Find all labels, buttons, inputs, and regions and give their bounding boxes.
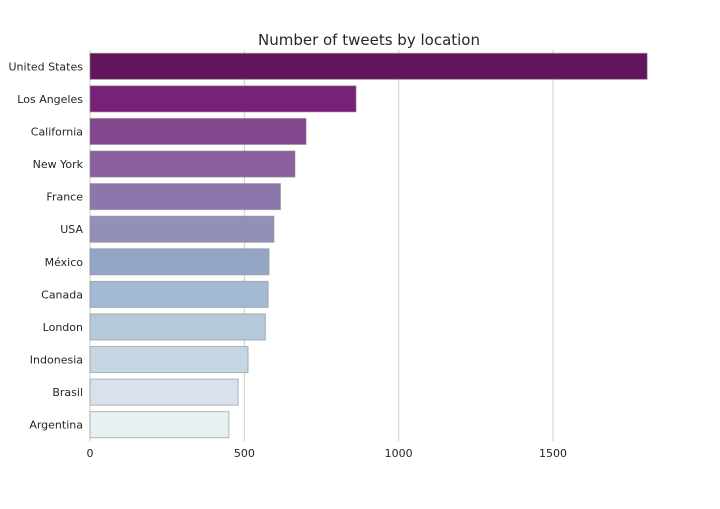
bar <box>89 52 648 80</box>
category-label: France <box>46 191 83 204</box>
category-label: USA <box>60 223 83 236</box>
bar <box>89 411 230 439</box>
bar <box>89 85 357 113</box>
x-tick-label: 500 <box>234 447 255 460</box>
category-label: Brasil <box>52 386 83 399</box>
category-labels: United States Los Angeles California New Yo… <box>9 60 84 431</box>
bar <box>89 117 307 145</box>
x-tick-label: 1000 <box>385 447 413 460</box>
chart-title: Number of tweets by location <box>258 31 480 49</box>
category-label: Argentina <box>29 419 83 432</box>
bar <box>89 215 275 243</box>
category-label: Canada <box>41 288 83 301</box>
category-label: London <box>43 321 83 334</box>
bar <box>89 280 269 308</box>
bar <box>89 313 266 341</box>
bar <box>89 378 239 406</box>
bars <box>89 52 648 439</box>
bar <box>89 150 296 178</box>
bar <box>89 346 249 374</box>
category-label: United States <box>9 60 84 73</box>
bar <box>89 248 270 276</box>
bar <box>89 183 281 211</box>
x-tick-label: 0 <box>87 447 94 460</box>
category-label: Indonesia <box>30 354 83 367</box>
x-tick-labels: 0 500 1000 1500 <box>87 447 568 460</box>
category-label: California <box>31 125 83 138</box>
category-label: México <box>45 256 84 269</box>
category-label: New York <box>33 158 84 171</box>
x-tick-label: 1500 <box>539 447 567 460</box>
grid-lines <box>89 50 554 441</box>
category-label: Los Angeles <box>17 93 83 106</box>
